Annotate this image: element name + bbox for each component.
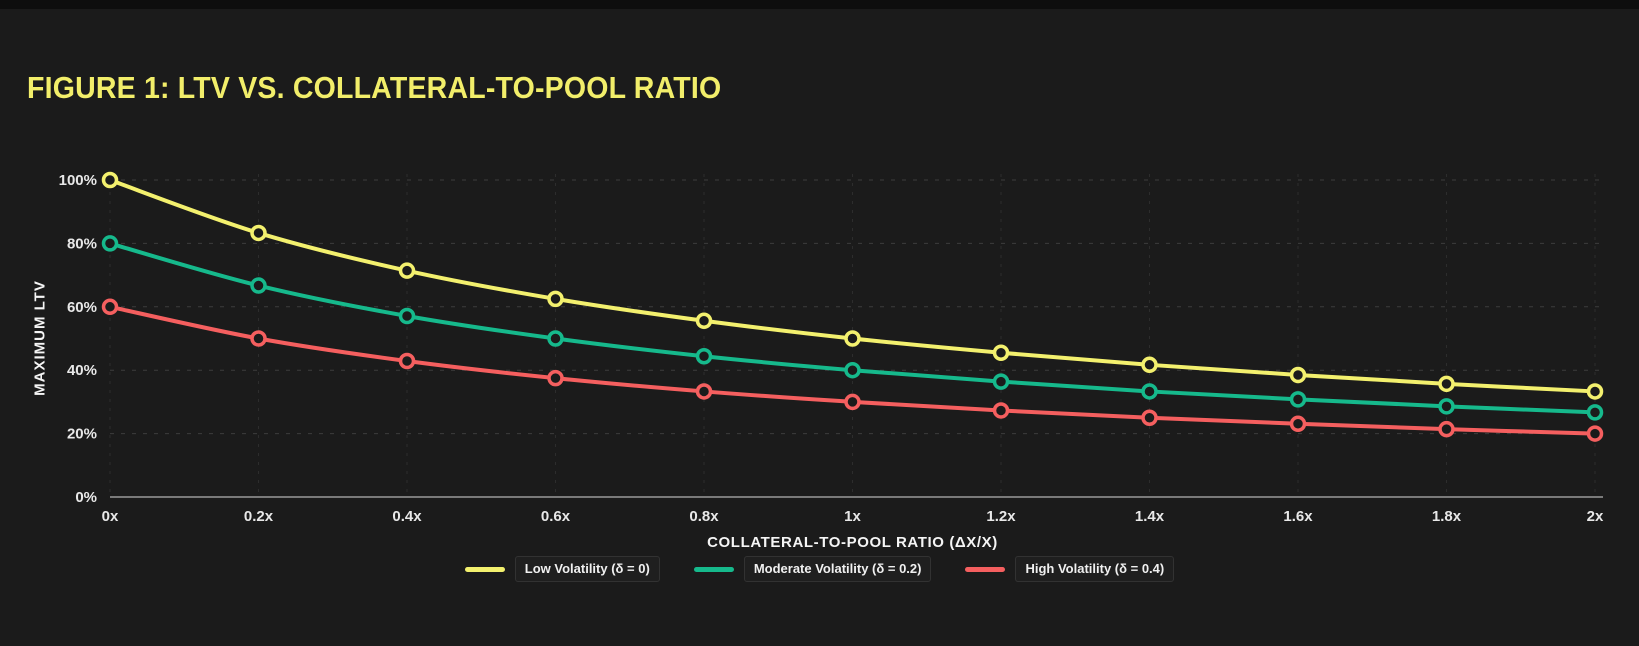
x-tick-label: 1.4x [1135,508,1165,525]
legend-label: High Volatility (δ = 0.4) [1015,556,1175,582]
series-point[interactable] [547,330,564,347]
series-point[interactable] [695,383,713,400]
series-point[interactable] [398,352,416,370]
series-point[interactable] [1586,404,1604,421]
series-point[interactable] [695,312,713,329]
series-point[interactable] [398,307,416,325]
legend-label: Low Volatility (δ = 0) [514,556,660,582]
series-point[interactable] [1289,366,1307,384]
series-point[interactable] [1438,398,1455,415]
series-point[interactable] [250,277,267,294]
x-tick-label: 0.6x [541,508,571,525]
series-point[interactable] [992,373,1010,390]
x-tick-label: 1.8x [1432,508,1462,525]
series-point[interactable] [250,330,267,347]
series-point[interactable] [547,369,564,387]
legend-line-swatch [693,566,734,572]
series-point[interactable] [1586,425,1604,442]
series-point[interactable] [1141,356,1158,374]
y-tick-label: 0% [75,489,97,506]
y-tick-label: 80% [67,235,97,252]
series-point[interactable] [1289,391,1307,408]
y-tick-label: 20% [67,426,97,443]
series-point[interactable] [1438,375,1455,393]
chart-legend: Low Volatility (δ = 0) Moderate Volatilit… [0,556,1639,582]
y-tick-label: 60% [67,299,97,316]
series-point[interactable] [992,344,1010,362]
legend-label: Moderate Volatility (δ = 0.2) [743,556,932,582]
y-tick-label: 100% [59,172,97,189]
x-axis-title: COLLATERAL-TO-POOL RATIO (ΔX/X) [707,534,998,551]
series-point[interactable] [1141,383,1158,400]
series-point[interactable] [101,171,119,189]
x-tick-label: 0.8x [689,508,719,525]
series-point[interactable] [844,330,861,347]
series-point[interactable] [1586,383,1604,400]
series-point[interactable] [250,224,267,242]
series-point[interactable] [992,402,1010,419]
x-tick-label: 2x [1587,508,1604,525]
series-point[interactable] [1141,409,1158,426]
legend-item[interactable]: Low Volatility (δ = 0) [464,556,660,582]
x-tick-label: 0.2x [244,508,274,525]
x-tick-label: 0.4x [392,508,422,525]
series-point[interactable] [101,235,119,252]
series-point[interactable] [547,290,564,308]
legend-line-swatch [464,566,505,572]
series-point[interactable] [844,393,861,411]
series-point[interactable] [844,361,861,379]
figure-title: FIGURE 1: LTV VS. COLLATERAL-TO-POOL RAT… [27,70,722,105]
legend-item[interactable]: High Volatility (δ = 0.4) [965,556,1175,582]
y-tick-label: 40% [67,362,97,379]
x-tick-label: 1.6x [1283,508,1313,525]
x-tick-label: 0x [102,508,119,525]
x-tick-label: 1.2x [986,508,1016,525]
top-border-strip [0,0,1639,9]
legend-item[interactable]: Moderate Volatility (δ = 0.2) [693,556,932,582]
x-tick-label: 1x [844,508,861,525]
series-point[interactable] [398,262,416,279]
series-point[interactable] [1289,415,1307,433]
series-point[interactable] [695,348,713,365]
legend-line-swatch [965,566,1006,572]
series-point[interactable] [101,298,119,316]
series-point[interactable] [1438,420,1455,438]
